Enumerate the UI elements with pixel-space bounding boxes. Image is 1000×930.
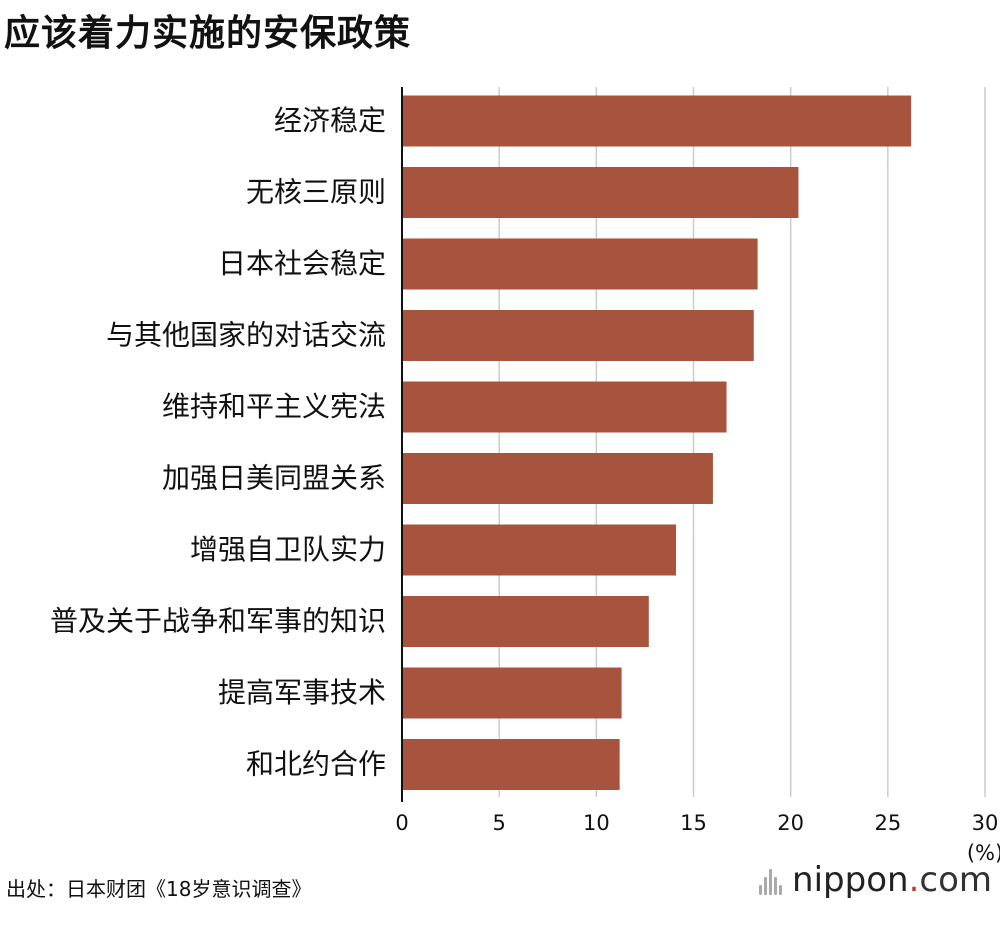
bar	[402, 381, 727, 433]
category-label: 无核三原则	[246, 176, 386, 209]
logo-text: nippon.com	[792, 860, 992, 900]
x-tick-label: 25	[874, 811, 901, 835]
x-tick-label: 15	[680, 811, 707, 835]
bar	[402, 739, 620, 790]
logo-mark-icon	[759, 865, 784, 895]
category-label: 加强日美同盟关系	[162, 462, 386, 495]
chart-title: 应该着力实施的安保政策	[4, 13, 412, 54]
bar	[402, 167, 799, 218]
category-label: 普及关于战争和军事的知识	[50, 605, 386, 638]
x-tick-label: 20	[777, 811, 804, 835]
category-label: 维持和平主义宪法	[162, 390, 386, 423]
category-label: 与其他国家的对话交流	[106, 319, 386, 352]
bar	[402, 596, 649, 647]
x-tick-label: 5	[492, 811, 505, 835]
category-label: 提高军事技术	[218, 676, 386, 709]
bar	[402, 667, 622, 719]
x-tick-label: 0	[395, 811, 408, 835]
category-label: 经济稳定	[274, 104, 386, 137]
category-label: 增强自卫队实力	[190, 533, 386, 566]
bar	[402, 95, 912, 147]
x-unit-label: (%)	[967, 841, 1000, 865]
bar	[402, 310, 754, 361]
category-label: 日本社会稳定	[218, 247, 386, 280]
x-tick-label: 10	[583, 811, 610, 835]
category-label: 和北约合作	[246, 748, 386, 781]
bar	[402, 524, 677, 576]
bar	[402, 238, 758, 290]
nippon-logo: nippon.com	[759, 860, 992, 900]
x-tick-label: 30	[972, 811, 999, 835]
source-note: 出处：日本财团《18岁意识调查》	[6, 877, 312, 901]
bar	[402, 453, 713, 504]
